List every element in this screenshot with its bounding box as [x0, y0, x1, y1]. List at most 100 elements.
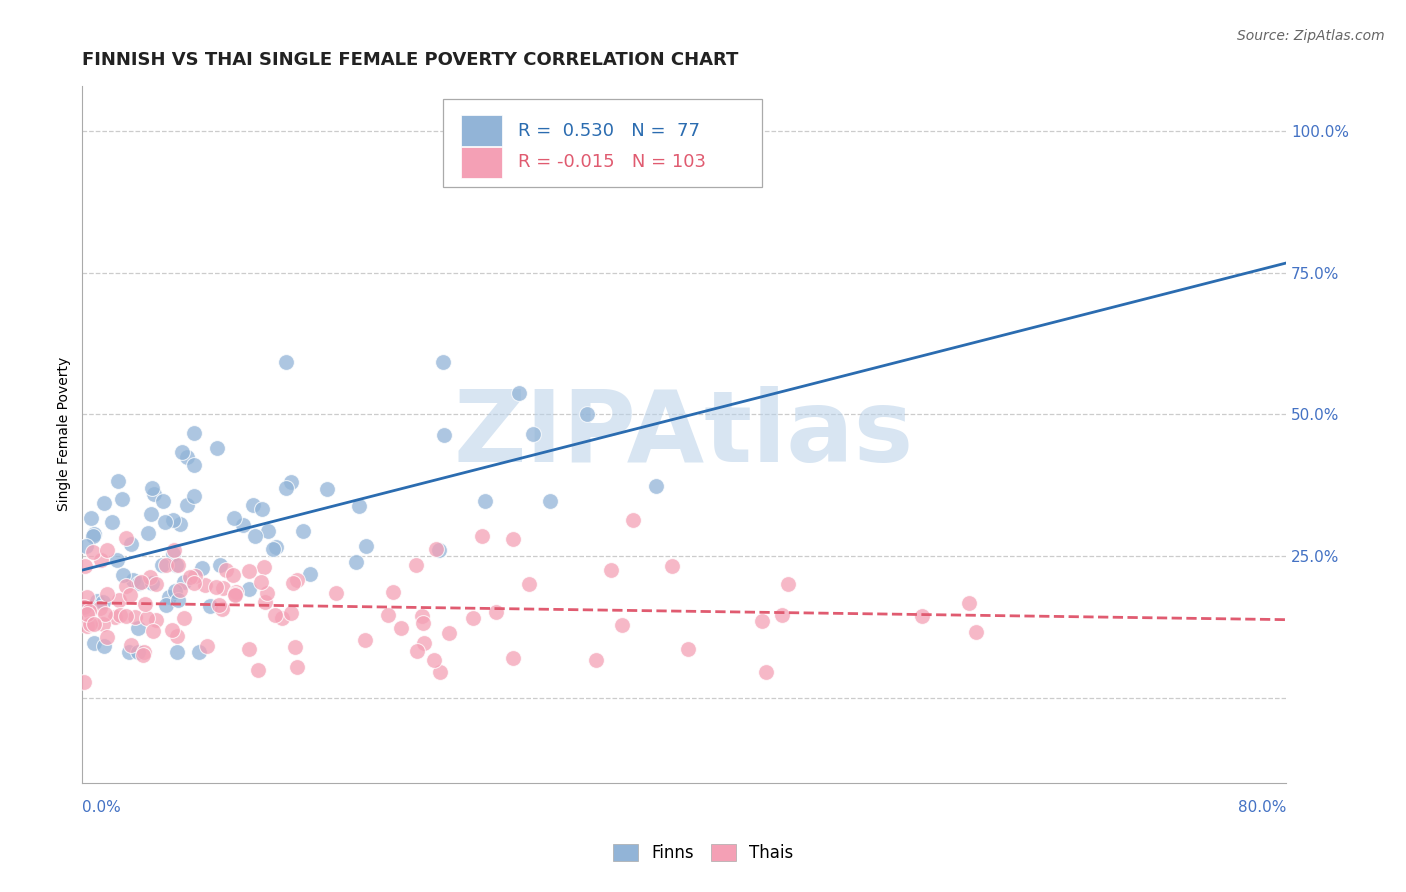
Point [412, 615, 434, 630]
Point [224, 587, 246, 601]
Point [238, 582, 260, 596]
Point [621, 512, 644, 526]
Text: 80.0%: 80.0% [1237, 800, 1286, 814]
Point [173, 611, 195, 625]
Point [79, 511, 101, 525]
Point [167, 558, 190, 572]
Point [957, 596, 980, 610]
Point [965, 624, 987, 639]
Point [264, 541, 287, 555]
Point [224, 588, 246, 602]
Point [183, 576, 205, 591]
Point [93, 495, 115, 509]
Point [172, 445, 194, 459]
Point [173, 575, 195, 590]
Point [354, 539, 377, 553]
Point [179, 570, 201, 584]
Point [73, 675, 96, 690]
Point [79, 617, 101, 632]
Point [91, 616, 114, 631]
Point [195, 639, 218, 653]
Point [83, 617, 105, 632]
Point [76, 607, 98, 621]
Legend: Finns, Thais: Finns, Thais [605, 836, 801, 871]
Point [610, 618, 633, 632]
Point [111, 491, 134, 506]
Point [911, 609, 934, 624]
Point [247, 663, 270, 677]
FancyBboxPatch shape [461, 115, 502, 146]
Point [110, 608, 132, 623]
Point [96, 631, 118, 645]
Point [406, 644, 429, 658]
Point [152, 494, 174, 508]
Point [194, 578, 217, 592]
Point [127, 645, 149, 659]
Point [344, 556, 367, 570]
FancyBboxPatch shape [461, 147, 502, 178]
Point [77, 603, 100, 617]
Point [645, 479, 668, 493]
Y-axis label: Single Female Poverty: Single Female Poverty [58, 357, 72, 511]
Text: FINNISH VS THAI SINGLE FEMALE POVERTY CORRELATION CHART: FINNISH VS THAI SINGLE FEMALE POVERTY CO… [83, 51, 738, 69]
Text: R = -0.015   N = 103: R = -0.015 N = 103 [517, 153, 706, 171]
Point [253, 560, 276, 574]
Point [661, 559, 683, 574]
Point [105, 553, 128, 567]
Point [437, 625, 460, 640]
Point [142, 624, 165, 638]
Point [183, 426, 205, 441]
Point [389, 621, 412, 635]
Point [411, 608, 433, 623]
Point [432, 355, 454, 369]
Point [162, 513, 184, 527]
Point [425, 541, 447, 556]
Point [152, 558, 174, 573]
Point [141, 575, 163, 590]
Point [429, 665, 451, 679]
Point [73, 600, 96, 615]
Point [101, 515, 124, 529]
Point [325, 586, 347, 600]
Point [73, 600, 96, 615]
Point [222, 567, 245, 582]
Point [287, 574, 309, 588]
Point [222, 511, 245, 525]
Point [461, 611, 484, 625]
Point [471, 529, 494, 543]
Point [423, 653, 446, 667]
Point [522, 427, 544, 442]
Point [502, 650, 524, 665]
Point [585, 653, 607, 667]
Point [508, 386, 530, 401]
Point [540, 494, 562, 508]
Point [93, 595, 115, 609]
Point [257, 524, 280, 538]
Point [198, 599, 221, 613]
Point [129, 574, 152, 589]
Point [427, 542, 450, 557]
Point [83, 527, 105, 541]
Point [143, 486, 166, 500]
Point [755, 665, 778, 679]
Point [776, 577, 799, 591]
Point [90, 552, 112, 566]
Point [107, 475, 129, 489]
Point [165, 558, 187, 572]
Point [770, 608, 793, 623]
Point [93, 607, 115, 621]
Point [405, 558, 427, 573]
Point [243, 529, 266, 543]
Point [82, 545, 104, 559]
Point [502, 532, 524, 546]
Point [207, 441, 229, 455]
Point [115, 579, 138, 593]
Point [136, 525, 159, 540]
Point [139, 508, 162, 522]
Point [169, 583, 191, 598]
Point [413, 635, 436, 649]
Point [242, 498, 264, 512]
Point [89, 601, 111, 615]
Point [299, 567, 322, 582]
Point [183, 490, 205, 504]
